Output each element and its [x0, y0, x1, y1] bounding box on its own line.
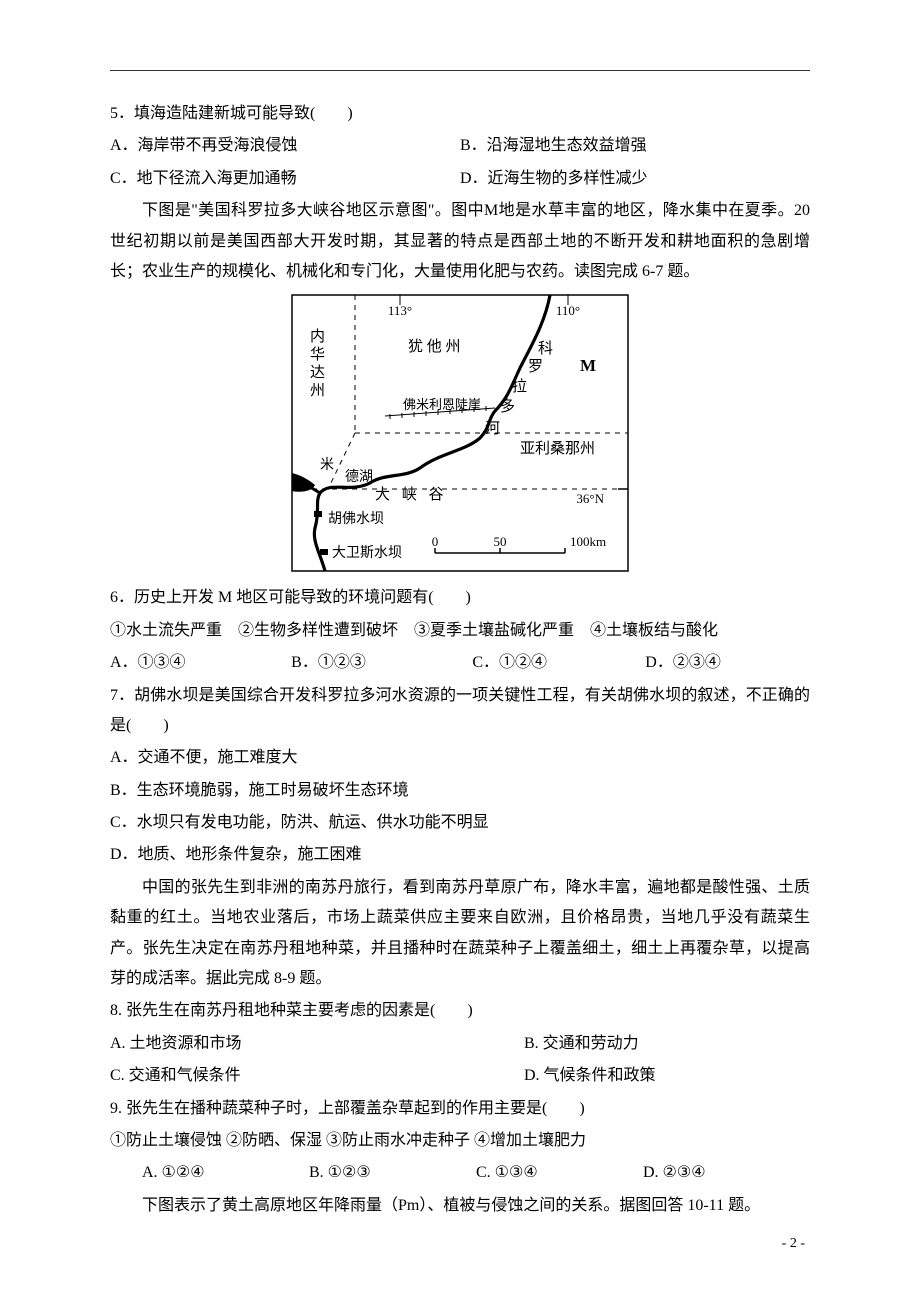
- q9-opt-C: C. ①③④: [476, 1158, 643, 1188]
- q7-stem: 7．胡佛水坝是美国综合开发科罗拉多河水资源的一项关键性工程，有关胡佛水坝的叙述，…: [110, 681, 810, 742]
- page-number: - 2 -: [782, 1231, 805, 1258]
- q7-opt-D: D．地质、地形条件复杂，施工困难: [110, 840, 810, 870]
- davis-dam-label: 大卫斯水坝: [332, 545, 402, 561]
- map-figure: 113° 110° 36°N 内华达州 犹 他 州 亚利桑那州 科罗拉 多河 M…: [110, 293, 810, 573]
- q6-opt-C: C．①②④: [472, 648, 645, 678]
- lon-left-label: 113°: [388, 303, 412, 318]
- q8-row2: C. 交通和气候条件 D. 气候条件和政策: [110, 1061, 810, 1091]
- nevada-label: 内华达州: [310, 328, 325, 399]
- svg-text:100km: 100km: [570, 534, 606, 549]
- q9-statements: ①防止土壤侵蚀 ②防晒、保湿 ③防止雨水冲走种子 ④增加土壤肥力: [110, 1126, 810, 1156]
- passage-10-11: 下图表示了黄土高原地区年降雨量（Pm）、植被与侵蚀之间的关系。据图回答 10-1…: [110, 1191, 810, 1221]
- lat-label: 36°N: [576, 491, 604, 506]
- q5-opt-D: D．近海生物的多样性减少: [460, 164, 810, 194]
- q5-stem: 5．填海造陆建新城可能导致( ): [110, 99, 810, 129]
- passage-8-9: 中国的张先生到非洲的南苏丹旅行，看到南苏丹草原广布，降水丰富，遍地都是酸性强、土…: [110, 873, 810, 995]
- svg-text:0: 0: [432, 534, 439, 549]
- q7-opt-B: B．生态环境脆弱，施工时易破坏生态环境: [110, 776, 810, 806]
- q6-opt-D: D．②③④: [645, 648, 810, 678]
- arizona-label: 亚利桑那州: [520, 440, 595, 457]
- scale-bar: 0 50 100km: [432, 534, 606, 553]
- svg-text:50: 50: [494, 534, 507, 549]
- q6-statements: ①水土流失严重 ②生物多样性遭到破坏 ③夏季土壤盐碱化严重 ④土壤板结与酸化: [110, 616, 810, 646]
- q7-opt-C: C．水坝只有发电功能，防洪、航运、供水功能不明显: [110, 808, 810, 838]
- q9-opt-B: B. ①②③: [309, 1158, 476, 1188]
- q5-options-row1: A．海岸带不再受海浪侵蚀 B．沿海湿地生态效益增强: [110, 131, 810, 161]
- q8-row1: A. 土地资源和市场 B. 交通和劳动力: [110, 1029, 810, 1059]
- q5-options-row2: C．地下径流入海更加通畅 D．近海生物的多样性减少: [110, 164, 810, 194]
- q8-opt-A: A. 土地资源和市场: [110, 1029, 460, 1059]
- lon-right-label: 110°: [556, 303, 580, 318]
- vermillion-label: 佛米利恩陡崖: [403, 397, 481, 412]
- q9-opt-A: A. ①②④: [142, 1158, 309, 1188]
- q5-opt-B: B．沿海湿地生态效益增强: [460, 131, 810, 161]
- q9-stem: 9. 张先生在播种蔬菜种子时，上部覆盖杂草起到的作用主要是( ): [110, 1094, 810, 1124]
- q8-opt-D: D. 气候条件和政策: [460, 1061, 810, 1091]
- q6-options: A．①③④ B．①②③ C．①②④ D．②③④: [110, 648, 810, 678]
- colorado-river-label: 科罗拉 多河: [485, 340, 553, 437]
- q5-opt-A: A．海岸带不再受海浪侵蚀: [110, 131, 460, 161]
- q9-opt-D: D. ②③④: [643, 1158, 810, 1188]
- q6-stem: 6．历史上开发 M 地区可能导致的环境问题有( ): [110, 583, 810, 613]
- q8-opt-C: C. 交通和气候条件: [110, 1061, 460, 1091]
- q8-stem: 8. 张先生在南苏丹租地种菜主要考虑的因素是( ): [110, 996, 810, 1026]
- header-rule: [110, 70, 810, 71]
- q6-opt-A: A．①③④: [110, 648, 291, 678]
- q8-opt-B: B. 交通和劳动力: [460, 1029, 810, 1059]
- colorado-map-svg: 113° 110° 36°N 内华达州 犹 他 州 亚利桑那州 科罗拉 多河 M…: [290, 293, 630, 573]
- q9-options: A. ①②④ B. ①②③ C. ①③④ D. ②③④: [110, 1158, 810, 1188]
- utah-label: 犹 他 州: [408, 338, 461, 355]
- mead-lake-label: 米德湖: [320, 457, 373, 485]
- grand-canyon-label: 大 峡 谷: [375, 486, 448, 503]
- q6-opt-B: B．①②③: [291, 648, 472, 678]
- hoover-dam-label: 胡佛水坝: [328, 511, 384, 527]
- q7-opt-A: A．交通不便，施工难度大: [110, 743, 810, 773]
- M-label: M: [580, 356, 596, 375]
- q5-opt-C: C．地下径流入海更加通畅: [110, 164, 460, 194]
- passage-6-7: 下图是"美国科罗拉多大峡谷地区示意图"。图中M地是水草丰富的地区，降水集中在夏季…: [110, 196, 810, 287]
